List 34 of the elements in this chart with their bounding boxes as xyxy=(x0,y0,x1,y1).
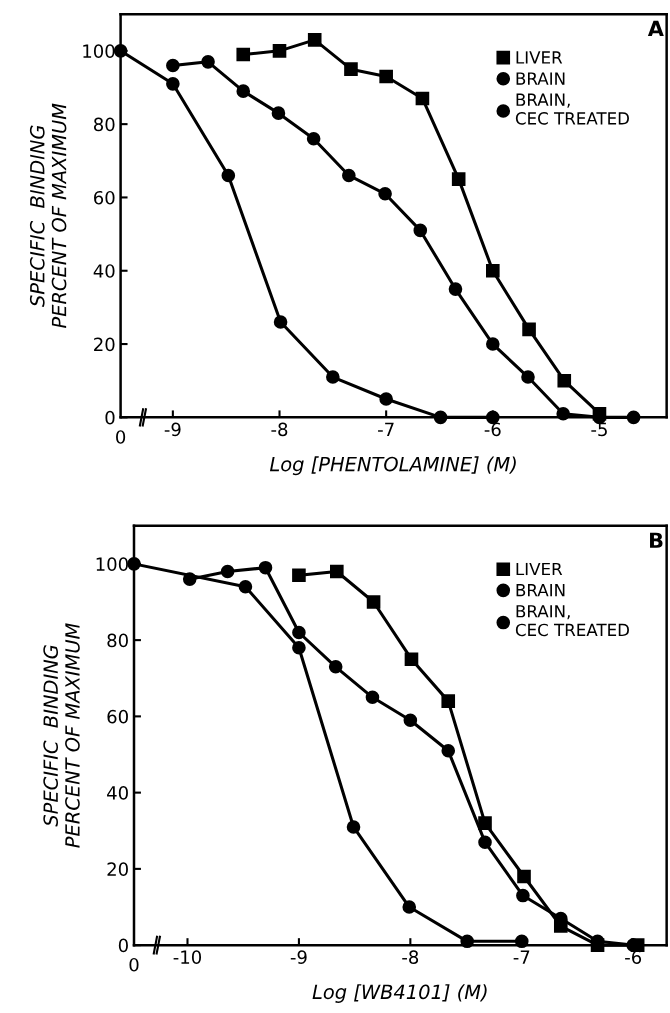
y-tick-label: 100 xyxy=(96,557,128,571)
chart-title: A xyxy=(647,20,664,37)
y-tick-label: 80 xyxy=(93,117,115,132)
legend-label: BRAIN, CEC TREATED xyxy=(515,605,629,637)
x-tick-label: -9 xyxy=(290,950,307,964)
x-tick-label: -8 xyxy=(402,950,419,964)
x-tick-label: -7 xyxy=(378,422,394,436)
y-axis-title: SPECIFIC BINDING PERCENT OF MAXIMUM xyxy=(43,623,80,848)
y-tick-label: 40 xyxy=(107,786,128,800)
legend-label: BRAIN xyxy=(516,584,565,597)
y-tick-label: 80 xyxy=(107,633,128,648)
legend-label: LIVER xyxy=(516,51,563,64)
x-tick-label: -7 xyxy=(513,950,530,964)
y-tick-label: 0 xyxy=(105,410,115,425)
x-tick-label: -10 xyxy=(173,950,202,964)
y-tick-label: 0 xyxy=(118,938,128,953)
y-axis-title: SPECIFIC BINDING PERCENT OF MAXIMUM xyxy=(29,103,67,329)
y-tick-label: 20 xyxy=(107,862,128,876)
legend-label: LIVER xyxy=(516,562,563,576)
x-tick-label: -5 xyxy=(591,422,607,437)
y-tick-label: 20 xyxy=(94,337,115,352)
y-tick-label: 40 xyxy=(93,264,115,278)
text: 0 xyxy=(129,957,139,972)
x-tick-label: -8 xyxy=(271,422,288,437)
y-tick-label: 60 xyxy=(94,190,115,205)
legend-label: BRAIN, CEC TREATED xyxy=(515,93,629,125)
x-tick-label: -9 xyxy=(164,422,181,437)
y-tick-label: 100 xyxy=(83,44,115,58)
x-axis-title: Log [PHENTOLAMINE] (M) xyxy=(269,456,516,476)
legend-label: BRAIN xyxy=(516,72,565,85)
y-tick-label: 60 xyxy=(107,709,128,724)
x-axis-title: Log [WB4101] (M) xyxy=(312,984,487,1003)
x-tick-label: -6 xyxy=(484,422,501,437)
chart-title: B xyxy=(650,532,663,548)
